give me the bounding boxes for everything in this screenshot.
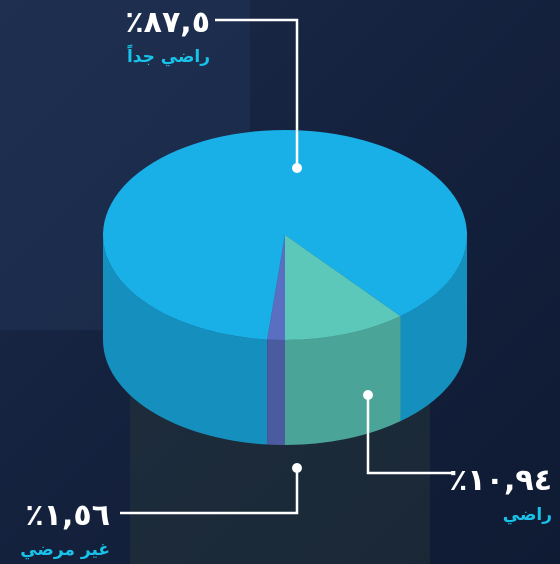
category-label: غير مرضي [20, 540, 110, 560]
leader-dot [363, 390, 373, 400]
pie-side [267, 339, 285, 445]
category-label: راضي جداً [127, 43, 210, 67]
category-label: راضي [503, 505, 552, 525]
leader-dot [292, 463, 302, 473]
leader-dot [292, 163, 302, 173]
value-label: ٪١٠,٩٤ [449, 463, 552, 498]
chart: ٪٨٧,٥ راضي جداً ٪١٠,٩٤ راضي ٪١,٥٦ غير مرضي [0, 0, 560, 564]
page: {"chart_data": {"type": "pie", "categori… [0, 0, 560, 564]
pie [103, 130, 467, 445]
value-label: ٪١,٥٦ [25, 498, 110, 533]
value-label: ٪٨٧,٥ [125, 5, 210, 40]
